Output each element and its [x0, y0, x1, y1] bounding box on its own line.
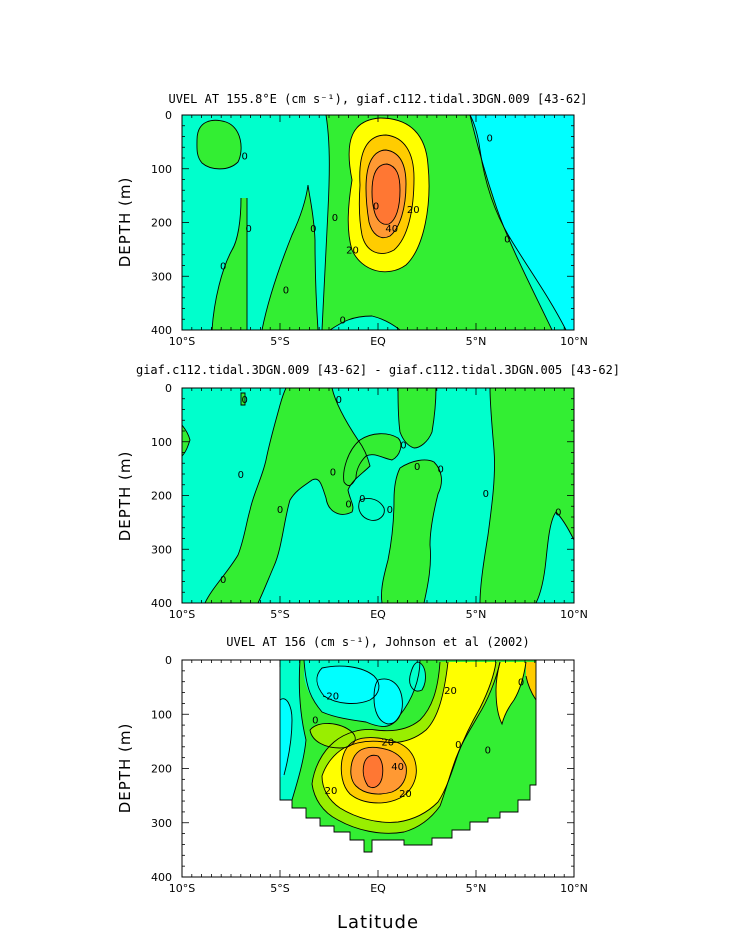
contour-label: 20 — [346, 245, 359, 256]
contour-label: 0 — [242, 151, 248, 162]
panel-1-ylabel: DEPTH (m) — [116, 177, 134, 268]
contour-label: 0 — [345, 500, 351, 511]
y-tick-label: 200 — [151, 217, 172, 230]
y-tick-label: 200 — [151, 490, 172, 503]
contour-label: 0 — [387, 505, 393, 516]
panel-3-dark-orange — [363, 755, 383, 788]
y-tick-label: 200 — [151, 763, 172, 776]
contour-label: 0 — [242, 395, 248, 406]
contour-label: 0 — [332, 213, 338, 224]
contour-label: 0 — [340, 315, 346, 326]
x-axis-label: Latitude — [337, 912, 419, 933]
contour-label: 0 — [220, 262, 226, 273]
y-tick-label: 300 — [151, 817, 172, 830]
panel-3-contour-labels: -20 0 20 0 20 40 20 20 0 0 — [312, 678, 524, 800]
panel-2-green-center-top — [398, 388, 436, 448]
panel-2-green-center — [381, 460, 442, 603]
contour-label: 40 — [385, 224, 398, 235]
x-tick-label: 10°N — [560, 608, 588, 621]
panel-1-field — [182, 115, 574, 330]
contour-label: 0 — [414, 462, 420, 473]
y-tick-label: 400 — [151, 597, 172, 610]
x-tick-label: 10°N — [560, 335, 588, 348]
contour-label: 40 — [391, 762, 404, 773]
panel-2-ylabel: DEPTH (m) — [116, 451, 134, 542]
panel-1-title: UVEL AT 155.8°E (cm s⁻¹), giaf.c112.tida… — [168, 92, 587, 106]
contour-label: 0 — [518, 678, 524, 689]
x-tick-label: EQ — [370, 882, 386, 895]
panel-2-green-east — [480, 388, 574, 603]
y-tick-label: 100 — [151, 163, 172, 176]
panel-1-green-blob — [196, 120, 242, 169]
contour-label: 0 — [336, 395, 342, 406]
panel-3-ylabel: DEPTH (m) — [116, 723, 134, 814]
panel-1-dark-orange-core — [372, 164, 400, 225]
contour-label: 20 — [381, 737, 394, 748]
x-tick-label: EQ — [370, 608, 386, 621]
contour-label: 20 — [325, 786, 338, 797]
contour-label: 0 — [283, 286, 289, 297]
x-tick-label: 5°S — [270, 335, 289, 348]
x-tick-label: 10°S — [169, 335, 195, 348]
y-tick-label: 400 — [151, 871, 172, 884]
x-tick-label: 5°N — [466, 882, 487, 895]
x-tick-label: 5°S — [270, 608, 289, 621]
y-tick-label: 0 — [165, 109, 172, 122]
panel-1-cyan-east — [470, 115, 574, 330]
contour-label: 0 — [504, 235, 510, 246]
x-tick-label: 10°N — [560, 882, 588, 895]
panel-1-green-strip — [212, 198, 247, 330]
panel-3-cyan-top — [316, 666, 379, 704]
contour-label: 0 — [555, 508, 561, 519]
y-tick-label: 100 — [151, 708, 172, 721]
contour-label: 0 — [245, 224, 251, 235]
contour-label: 0 — [277, 505, 283, 516]
y-tick-label: 400 — [151, 324, 172, 337]
panel-2-field — [182, 388, 574, 603]
y-tick-label: 300 — [151, 543, 172, 556]
panel-2-title: giaf.c112.tidal.3DGN.009 [43-62] - giaf.… — [136, 363, 620, 377]
contour-label: 0 — [455, 740, 461, 751]
panel-2-axes: 10°S 5°S EQ 5°N 10°N 0 100 200 300 400 — [151, 382, 588, 621]
contour-label: 0 — [312, 716, 318, 727]
contour-label: 20 — [399, 789, 412, 800]
contour-label: 0 — [330, 467, 336, 478]
contour-label: 0 — [238, 470, 244, 481]
y-tick-label: 0 — [165, 382, 172, 395]
contour-label: 0 — [220, 575, 226, 586]
panel-3-field — [279, 660, 537, 853]
x-tick-label: 10°S — [169, 882, 195, 895]
contour-label: 0 — [400, 440, 406, 451]
panel-1-green-west-wedge — [262, 185, 318, 330]
panel-3-title: UVEL AT 156 (cm s⁻¹), Johnson et al (200… — [226, 635, 529, 649]
contour-label: 20 — [444, 686, 457, 697]
contour-label: 20 — [407, 205, 420, 216]
y-tick-label: 300 — [151, 270, 172, 283]
contour-label: 0 — [438, 465, 444, 476]
x-tick-label: 5°N — [466, 608, 487, 621]
panel-2-green-west — [205, 388, 370, 603]
contour-label: -20 — [323, 691, 339, 702]
x-tick-label: 5°S — [270, 882, 289, 895]
contour-label: 0 — [487, 134, 493, 145]
contour-label: 0 — [310, 224, 316, 235]
x-tick-label: 10°S — [169, 608, 195, 621]
y-tick-label: 0 — [165, 654, 172, 667]
contour-label: 0 — [359, 494, 365, 505]
contour-label: 0 — [485, 746, 491, 757]
x-tick-label: 5°N — [466, 335, 487, 348]
y-tick-label: 100 — [151, 436, 172, 449]
panel-1-contour-labels: 0 0 0 0 0 0 0 0 0 20 40 20 0 — [220, 134, 511, 327]
contour-label: 0 — [483, 489, 489, 500]
contour-label: 0 — [373, 201, 379, 212]
x-tick-label: EQ — [370, 335, 386, 348]
panel-2-green-edge — [182, 425, 190, 456]
